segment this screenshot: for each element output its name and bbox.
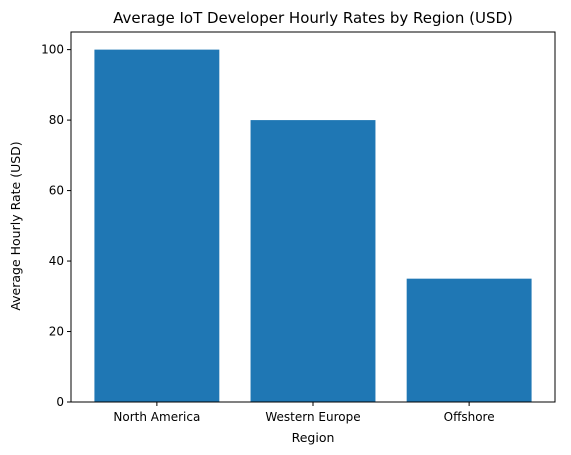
x-tick-label: Western Europe bbox=[265, 410, 360, 424]
x-tick-label: Offshore bbox=[444, 410, 495, 424]
x-axis-label: Region bbox=[292, 430, 335, 445]
bar-offshore bbox=[406, 278, 532, 402]
plot-area: North America Western Europe Offshore 0 20 40… bbox=[41, 31, 556, 424]
y-tick-label: 40 bbox=[49, 254, 64, 268]
y-tick-label: 60 bbox=[49, 184, 64, 198]
y-tick-label: 100 bbox=[41, 43, 64, 57]
y-tick-label: 20 bbox=[49, 325, 64, 339]
bar-north-america bbox=[94, 49, 220, 402]
y-axis-label: Average Hourly Rate (USD) bbox=[8, 141, 23, 310]
y-tick-label: 0 bbox=[56, 395, 64, 409]
x-tick-label: North America bbox=[113, 410, 200, 424]
chart-title: Average IoT Developer Hourly Rates by Re… bbox=[113, 9, 513, 27]
plot-frame bbox=[70, 31, 556, 403]
y-tick-label: 80 bbox=[49, 113, 64, 127]
bar-western-europe bbox=[250, 120, 376, 402]
